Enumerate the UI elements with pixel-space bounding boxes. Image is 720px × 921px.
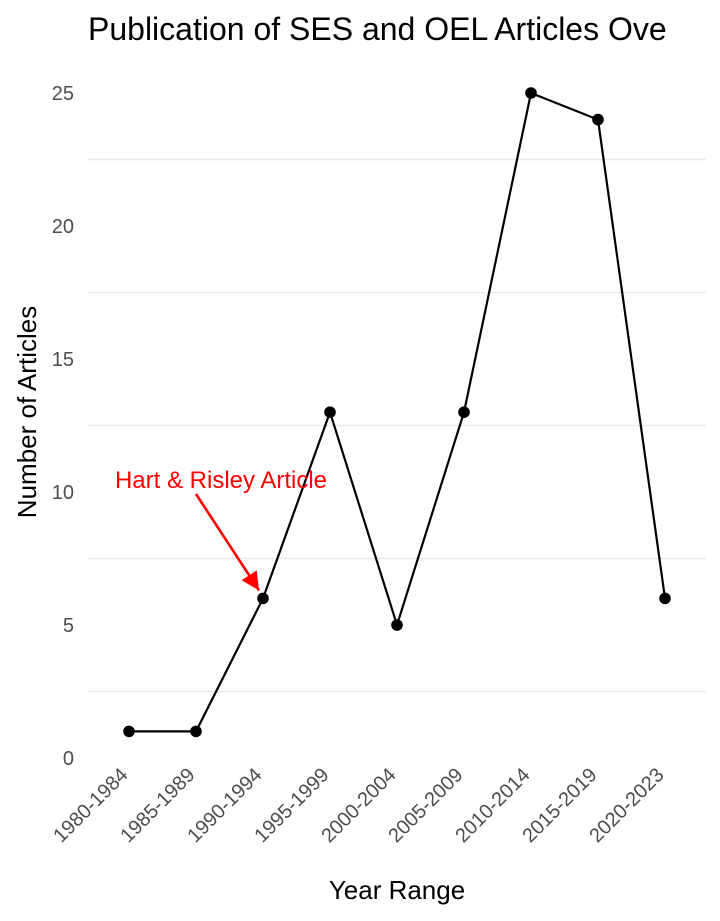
y-axis-title: Number of Articles: [12, 306, 42, 518]
data-point: [659, 592, 671, 605]
y-tick-label: 20: [52, 216, 74, 238]
y-tick-label: 25: [52, 83, 74, 105]
data-point: [592, 113, 604, 126]
data-point: [123, 725, 135, 738]
data-point: [525, 87, 537, 99]
grid-layer: [88, 158, 706, 693]
series-layer: [129, 91, 667, 733]
y-tick-label: 10: [52, 482, 74, 504]
y-tick-label: 5: [63, 615, 74, 637]
y-tick-label: 0: [63, 748, 74, 770]
annotation-layer: Hart & Risley Article: [115, 467, 327, 592]
annotation-arrow-head: [241, 570, 259, 591]
data-point: [458, 406, 470, 419]
data-point: [391, 619, 403, 631]
data-point: [190, 725, 202, 738]
points-layer: [123, 87, 671, 738]
annotation-arrow-line: [194, 493, 261, 592]
annotation-label: Hart & Risley Article: [115, 467, 327, 494]
y-tick-label: 15: [52, 349, 74, 371]
data-point: [324, 406, 336, 419]
data-point: [257, 592, 269, 605]
x-axis-title: Year Range: [329, 875, 465, 905]
axis-layer: 05101520251980-19841985-19891990-1994199…: [49, 83, 668, 847]
series-line: [129, 91, 667, 733]
chart-title: Publication of SES and OEL Articles Ove: [88, 11, 667, 47]
